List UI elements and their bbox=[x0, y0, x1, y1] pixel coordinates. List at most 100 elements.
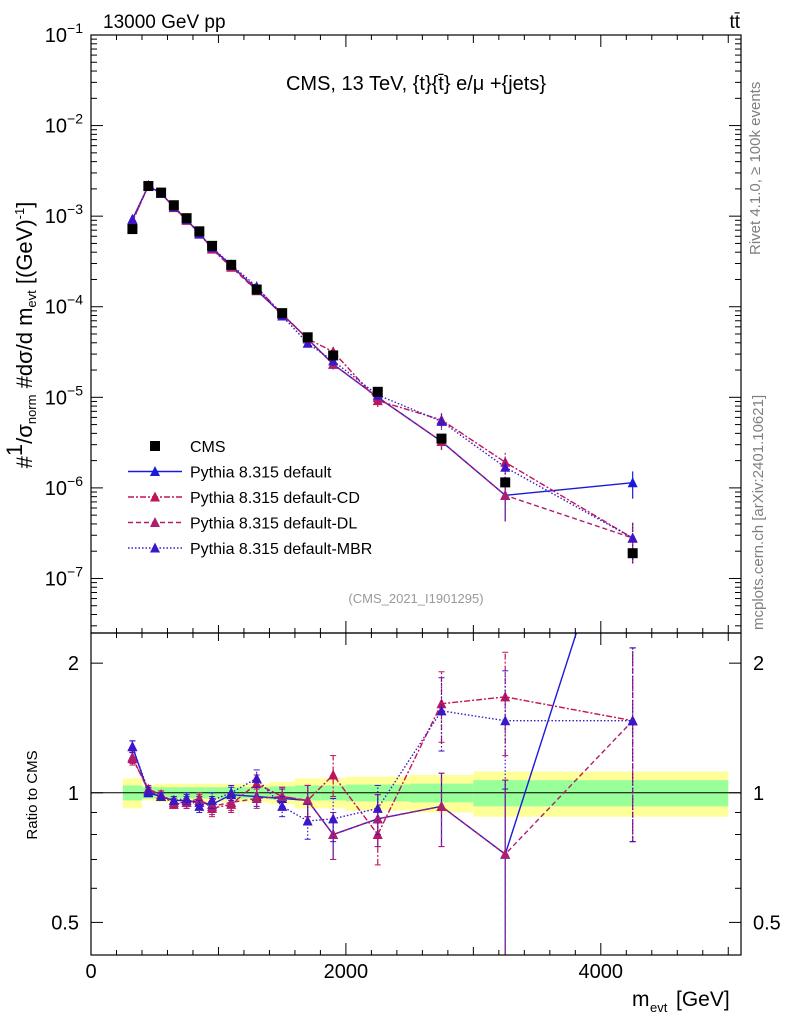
series-marker-ratio bbox=[226, 796, 237, 807]
analysis-tag: (CMS_2021_I1901295) bbox=[348, 591, 483, 606]
series-marker-ratio bbox=[372, 813, 383, 824]
ratio-ytick-label: 2 bbox=[68, 653, 79, 675]
series-marker-main bbox=[436, 415, 447, 426]
reference-marker bbox=[372, 386, 383, 397]
reference-marker bbox=[168, 200, 179, 211]
legend-label: Pythia 8.315 default-CD bbox=[190, 490, 360, 507]
reference-uncertainty-bands bbox=[91, 771, 741, 817]
series-line-main bbox=[131, 184, 634, 539]
series-marker-main bbox=[127, 213, 138, 224]
ratio-panel: 0 2000 4000 0.5 0.5 1 1 2 2 bbox=[51, 632, 781, 983]
xtick-label: 2000 bbox=[324, 961, 369, 983]
series-marker-ratio bbox=[226, 787, 237, 798]
x-axis-label: m evt [GeV] bbox=[632, 988, 730, 1015]
main-ytick-label: 10−3 bbox=[45, 201, 83, 228]
ratio-ytick-label: 1 bbox=[68, 783, 79, 805]
main-ytick-label: 10−4 bbox=[45, 292, 83, 319]
series-marker-ratio bbox=[181, 792, 192, 803]
reference-marker bbox=[627, 548, 638, 559]
xtick-label: 0 bbox=[85, 961, 96, 983]
main-ylabel: #1/σnorm #dσ/d mevt [(GeV)-1] bbox=[2, 202, 39, 469]
legend-label-reference: CMS bbox=[190, 439, 226, 456]
series-marker-ratio bbox=[500, 691, 511, 702]
x-axis-label-var: m bbox=[632, 988, 650, 1011]
reference-marker bbox=[500, 477, 511, 488]
series-marker-ratio bbox=[156, 791, 167, 802]
reference-marker bbox=[302, 332, 313, 343]
x-axis-label-unit: [GeV] bbox=[676, 988, 730, 1011]
reference-marker bbox=[194, 226, 205, 237]
ratio-ylabel: Ratio to CMS bbox=[24, 750, 41, 839]
reference-marker bbox=[226, 259, 237, 270]
reference-marker bbox=[143, 181, 154, 192]
series-marker-ratio bbox=[207, 794, 218, 805]
series-marker-ratio bbox=[143, 785, 154, 796]
legend-marker bbox=[150, 542, 160, 553]
legend-marker bbox=[150, 517, 160, 527]
main-panel: 10−7 10−6 10−5 10−4 10−3 10−2 10−1 bbox=[45, 20, 741, 633]
series-marker-ratio bbox=[251, 792, 262, 803]
series-marker-ratio bbox=[302, 794, 313, 805]
legend-marker bbox=[150, 491, 160, 502]
series-marker-main bbox=[500, 461, 511, 472]
series-marker-ratio bbox=[302, 815, 313, 826]
series-marker-ratio bbox=[328, 813, 339, 824]
series-marker-ratio bbox=[194, 800, 205, 811]
main-ytick-label: 10−5 bbox=[45, 382, 83, 409]
ratio-panel-frame bbox=[90, 632, 742, 956]
series-marker-ratio bbox=[328, 769, 339, 780]
series-marker-ratio bbox=[127, 741, 138, 752]
series-marker-ratio bbox=[436, 698, 447, 709]
chart-title: CMS, 13 TeV, {t}{t̄} e/μ +{jets} bbox=[286, 73, 546, 95]
reference-marker bbox=[251, 284, 262, 295]
series-line-ratio bbox=[131, 696, 633, 836]
main-ytick-label: 10−1 bbox=[45, 20, 83, 47]
reference-marker bbox=[207, 240, 218, 251]
series-marker-main bbox=[627, 532, 638, 543]
ratio-ytick-label-right: 1 bbox=[753, 783, 764, 805]
series-line-main bbox=[131, 184, 634, 539]
reference-marker bbox=[277, 308, 288, 319]
ratio-ytick-label: 0.5 bbox=[51, 912, 79, 934]
mcplots-label: mcplots.cern.ch [arXiv:2401.10621] bbox=[750, 395, 767, 630]
reference-marker bbox=[156, 187, 167, 198]
series-marker-ratio bbox=[277, 800, 288, 811]
series-marker-ratio bbox=[127, 751, 138, 762]
series-marker-ratio bbox=[500, 715, 511, 726]
series-marker-main bbox=[500, 489, 511, 500]
reference-marker bbox=[328, 350, 339, 361]
legend-marker bbox=[150, 466, 160, 476]
ratio-ytick-label-right: 2 bbox=[753, 653, 764, 675]
legend-label: Pythia 8.315 default bbox=[190, 465, 332, 482]
legend-marker-reference bbox=[150, 441, 160, 451]
series-line-ratio bbox=[131, 710, 633, 822]
xtick-label: 4000 bbox=[579, 961, 624, 983]
series-marker-main bbox=[627, 477, 638, 488]
series-marker-ratio bbox=[251, 772, 262, 783]
series-marker-ratio bbox=[436, 800, 447, 811]
main-panel-frame bbox=[90, 34, 742, 634]
legend-label: Pythia 8.315 default-MBR bbox=[190, 541, 372, 558]
reference-marker bbox=[181, 213, 192, 224]
header-right: tt̄ bbox=[729, 12, 740, 33]
series-marker-ratio bbox=[627, 715, 638, 726]
series-marker-ratio bbox=[372, 802, 383, 813]
legend-label: Pythia 8.315 default-DL bbox=[190, 516, 357, 533]
series-marker-ratio bbox=[168, 794, 179, 805]
rivet-version-label: Rivet 4.1.0, ≥ 100k events bbox=[747, 82, 764, 255]
header-left: 13000 GeV pp bbox=[103, 12, 226, 33]
x-axis-label-sub: evt bbox=[650, 1000, 668, 1015]
series-line-main bbox=[131, 184, 633, 539]
main-ylabel-text: #1/σnorm #dσ/d mevt [(GeV)-1] bbox=[2, 202, 39, 469]
main-ytick-label: 10−2 bbox=[45, 111, 83, 138]
series-marker-ratio bbox=[500, 848, 511, 859]
reference-marker bbox=[436, 433, 447, 444]
series-marker-ratio bbox=[436, 705, 447, 716]
main-ytick-label: 10−6 bbox=[45, 473, 83, 500]
series-marker-main bbox=[500, 456, 511, 467]
series-marker-main bbox=[302, 337, 313, 348]
legend: CMS Pythia 8.315 default Pythia 8.315 defa… bbox=[128, 439, 372, 558]
reference-marker bbox=[127, 224, 138, 235]
ratio-ytick-label-right: 0.5 bbox=[753, 912, 781, 934]
